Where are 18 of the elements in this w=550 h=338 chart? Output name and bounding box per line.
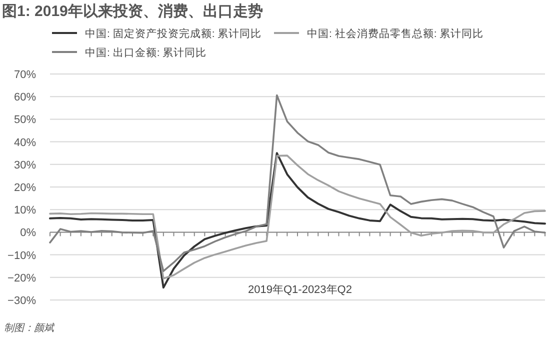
y-tick-label: 20% — [14, 182, 36, 194]
y-tick-label: 0% — [20, 227, 36, 240]
legend-label: 中国: 固定资产投资完成额: 累计同比 — [85, 27, 262, 40]
y-tick-label: 10% — [14, 204, 36, 217]
y-tick-label: 50% — [14, 114, 36, 126]
y-tick-label: 70% — [14, 69, 36, 81]
y-tick-label: −30% — [8, 295, 36, 307]
legend-label: 中国: 出口金额: 累计同比 — [85, 46, 207, 59]
y-tick-label: 40% — [14, 136, 36, 149]
legend-label: 中国: 社会消费品零售总额: 累计同比 — [307, 27, 484, 40]
y-tick-label: −20% — [8, 272, 36, 284]
y-tick-label: 30% — [14, 159, 36, 172]
x-axis-title: 2019年Q1-2023年Q2 — [248, 284, 352, 296]
line-series — [49, 94, 546, 272]
y-tick-label: −10% — [8, 250, 36, 262]
y-tick-label: 60% — [14, 92, 36, 104]
text: 制图：颜斌 — [4, 322, 55, 334]
chart-title: 图1: 2019年以来投资、消费、出口走势 — [2, 3, 263, 20]
